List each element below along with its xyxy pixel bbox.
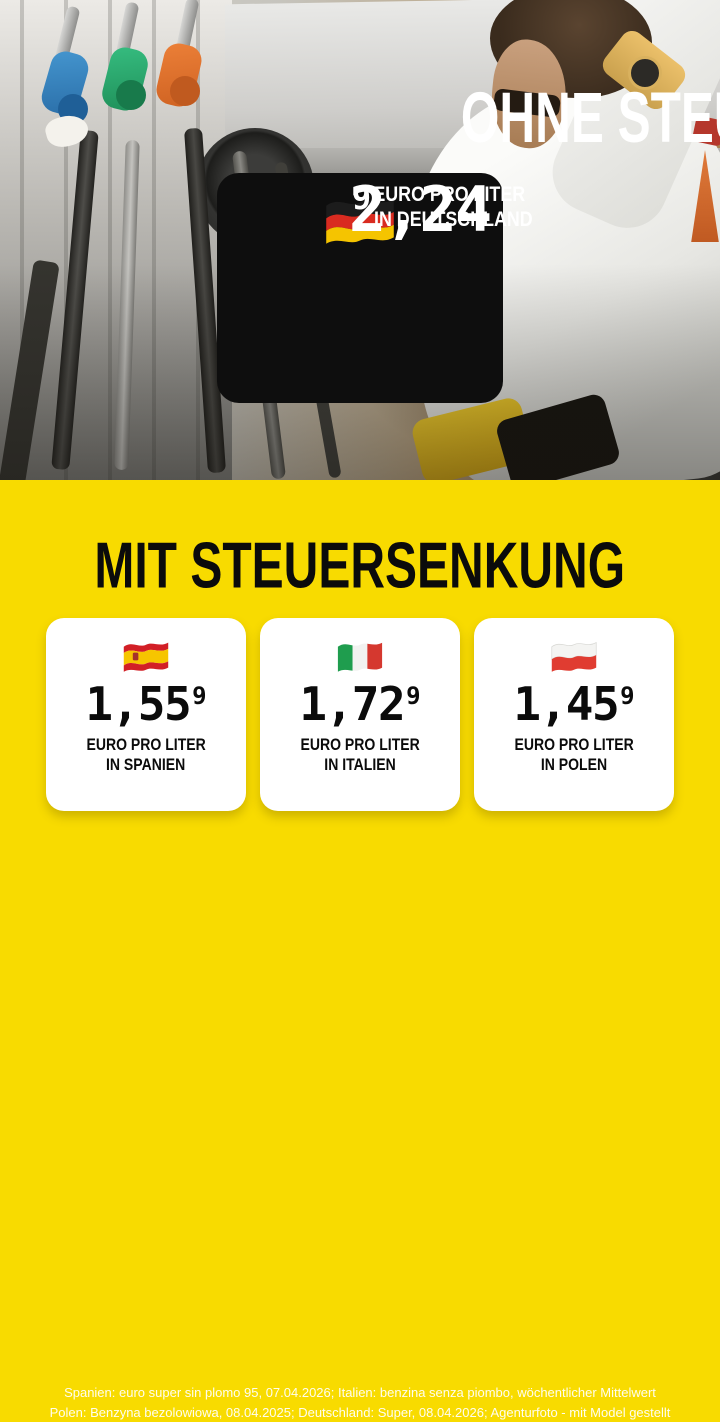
headline-text: MIT STEUERSENKUNG	[95, 534, 626, 599]
price-italy: 1,729	[299, 681, 420, 727]
footnote-line1: Spanien: euro super sin plomo 95, 07.04.…	[0, 1383, 720, 1403]
spain-flag-icon	[121, 638, 171, 675]
price-value: 1,55	[85, 677, 190, 731]
footnote-line2: Polen: Benzyna bezolowiowa, 08.04.2025; …	[0, 1403, 720, 1422]
price-label-poland: EURO PRO LITER IN POLEN	[504, 736, 644, 776]
price-superscript: 9	[620, 682, 634, 710]
label-line2: IN DEUTSCHLAND	[374, 208, 533, 233]
label-line1: EURO PRO LITER	[86, 736, 205, 756]
label-line1: EURO PRO LITER	[373, 183, 525, 208]
poland-flag-icon	[549, 638, 599, 675]
price-label-spain: EURO PRO LITER IN SPANIEN	[76, 736, 216, 776]
price-label-italy: EURO PRO LITER IN ITALIEN	[290, 736, 430, 776]
price-spain: 1,559	[85, 681, 206, 727]
italy-price-card: 1,729 EURO PRO LITER IN ITALIEN	[260, 618, 460, 811]
headline-text: OHNE STEUERSENKUNG	[461, 81, 720, 152]
label-line2: IN SPANIEN	[106, 756, 185, 776]
country-cards-row: 1,559 EURO PRO LITER IN SPANIEN 1,729 EU…	[0, 618, 720, 811]
source-footnote: Spanien: euro super sin plomo 95, 07.04.…	[0, 1383, 720, 1422]
label-line1: EURO PRO LITER	[514, 736, 633, 756]
price-value: 1,45	[513, 677, 618, 731]
price-superscript: 9	[406, 682, 420, 710]
tax-cut-section: MIT STEUERSENKUNG 1,559 EURO PRO LITER I…	[0, 480, 720, 960]
label-line2: IN ITALIEN	[324, 756, 395, 776]
label-line2: IN POLEN	[541, 756, 607, 776]
price-superscript: 9	[352, 179, 371, 217]
headline-with-tax-cut: MIT STEUERSENKUNG	[0, 480, 720, 596]
price-value: 1,72	[299, 677, 404, 731]
italy-flag-icon	[335, 638, 385, 675]
price-poland: 1,459	[513, 681, 634, 727]
spain-price-card: 1,559 EURO PRO LITER IN SPANIEN	[46, 618, 246, 811]
poland-price-card: 1,459 EURO PRO LITER IN POLEN	[474, 618, 674, 811]
label-line1: EURO PRO LITER	[300, 736, 419, 756]
price-superscript: 9	[192, 682, 206, 710]
gas-station-photo: OHNE STEUERSENKUNG 2,249 EURO PRO LITER …	[0, 0, 720, 480]
